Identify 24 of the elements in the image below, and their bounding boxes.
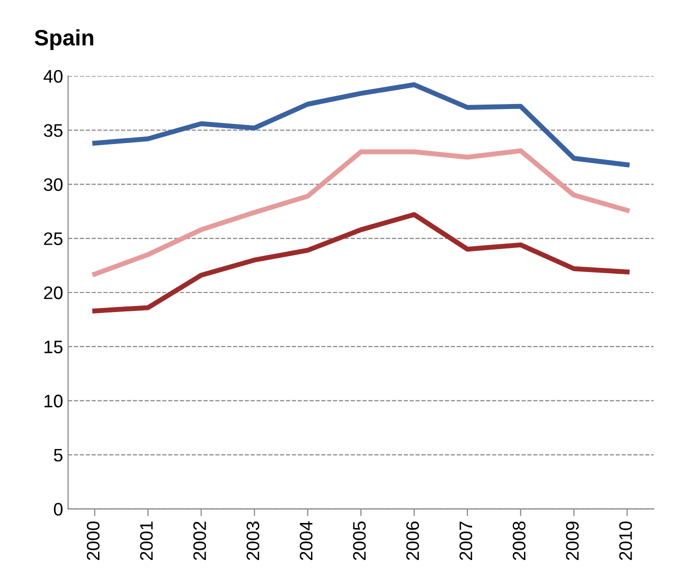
line-series	[92, 82, 630, 168]
y-tick-label: 40	[44, 70, 63, 83]
y-tick-label: 20	[44, 286, 63, 300]
x-tick-label: 2003	[246, 522, 260, 560]
x-tick-label: 2005	[352, 522, 366, 560]
y-tick-label: 15	[44, 340, 62, 354]
x-tick-label: 2009	[566, 522, 579, 560]
y-tick-label: 25	[44, 232, 62, 246]
x-tick-label: 2008	[512, 522, 526, 560]
x-tick-label: 2000	[86, 521, 100, 560]
y-tick-label: 0	[54, 502, 63, 516]
x-tick-label: 2002	[193, 522, 206, 560]
x-tick-label: 2004	[300, 521, 313, 560]
chart-title: Spain	[34, 29, 94, 50]
y-tick-label: 10	[44, 394, 63, 408]
y-tick-label: 5	[54, 448, 62, 462]
x-tick-label: 2001	[140, 522, 153, 560]
x-tick-label: 2006	[406, 522, 420, 560]
x-tick-label: 2007	[459, 522, 472, 560]
y-tick-label: 30	[44, 178, 63, 191]
y-tick-label: 35	[44, 124, 62, 137]
line-series	[92, 148, 630, 277]
x-tick-label: 2010	[619, 521, 632, 560]
line-series	[92, 212, 630, 314]
